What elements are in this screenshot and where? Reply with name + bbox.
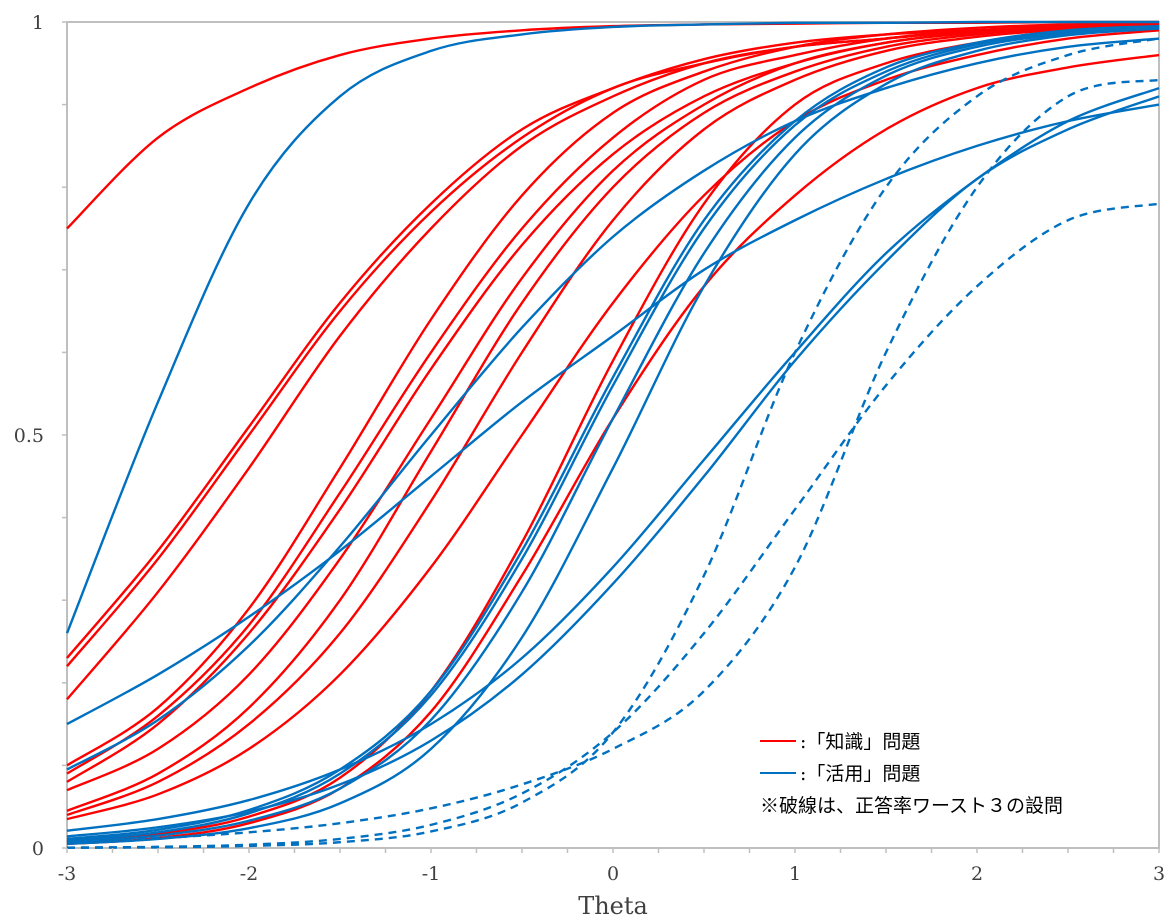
x-tick-label: 1	[789, 863, 801, 885]
legend-note: ※破線は、正答率ワースト３の設問	[760, 795, 1063, 817]
x-tick-label: 0	[607, 863, 619, 885]
series-line-knowledge-1	[66, 20, 1160, 230]
legend: :「知識」問題 :「活用」問題 ※破線は、正答率ワースト３の設問	[760, 731, 1063, 817]
y-tick-label: 0.5	[14, 425, 44, 447]
ticks-layer	[62, 21, 1160, 853]
series-line-application-22	[66, 95, 1160, 838]
legend-label-knowledge: :「知識」問題	[800, 731, 920, 753]
x-tick-label: -1	[422, 863, 441, 885]
series-line-knowledge-3	[66, 24, 1160, 668]
x-tick-labels: -3 -2 -1 0 1 2 3	[58, 863, 1165, 885]
series-line-knowledge-13	[66, 53, 1160, 846]
series-line-knowledge-8	[66, 23, 1160, 792]
y-tick-label: 1	[32, 12, 44, 34]
y-tick-label: 0	[32, 838, 44, 860]
series-line-application-20	[66, 27, 1160, 846]
series-line-knowledge-10	[66, 24, 1160, 817]
series-line-application-19	[66, 26, 1160, 844]
series-line-knowledge-11	[66, 29, 1160, 821]
series-line-knowledge-2	[66, 23, 1160, 659]
series-line-application-16	[66, 37, 1160, 771]
series-line-application-18	[66, 25, 1160, 842]
x-tick-label: 3	[1153, 863, 1165, 885]
x-tick-label: -2	[240, 863, 259, 885]
series-line-knowledge-5	[66, 22, 1160, 767]
x-axis-title: Theta	[578, 892, 648, 920]
y-tick-labels: 00.51	[14, 12, 44, 860]
x-tick-label: 2	[971, 863, 983, 885]
x-tick-label: -3	[58, 863, 77, 885]
series-line-application-23	[66, 37, 1160, 849]
series-line-application-17	[66, 24, 1160, 841]
series-line-knowledge-9	[66, 24, 1160, 812]
series-line-application-24	[66, 78, 1160, 843]
legend-label-application: :「活用」問題	[800, 763, 920, 785]
series-line-application-15	[66, 103, 1160, 726]
series-line-application-25	[66, 202, 1160, 849]
series-line-knowledge-12	[66, 24, 1160, 843]
series-layer	[65, 20, 1160, 849]
series-line-application-14	[65, 20, 1159, 634]
series-line-knowledge-6	[66, 22, 1160, 775]
